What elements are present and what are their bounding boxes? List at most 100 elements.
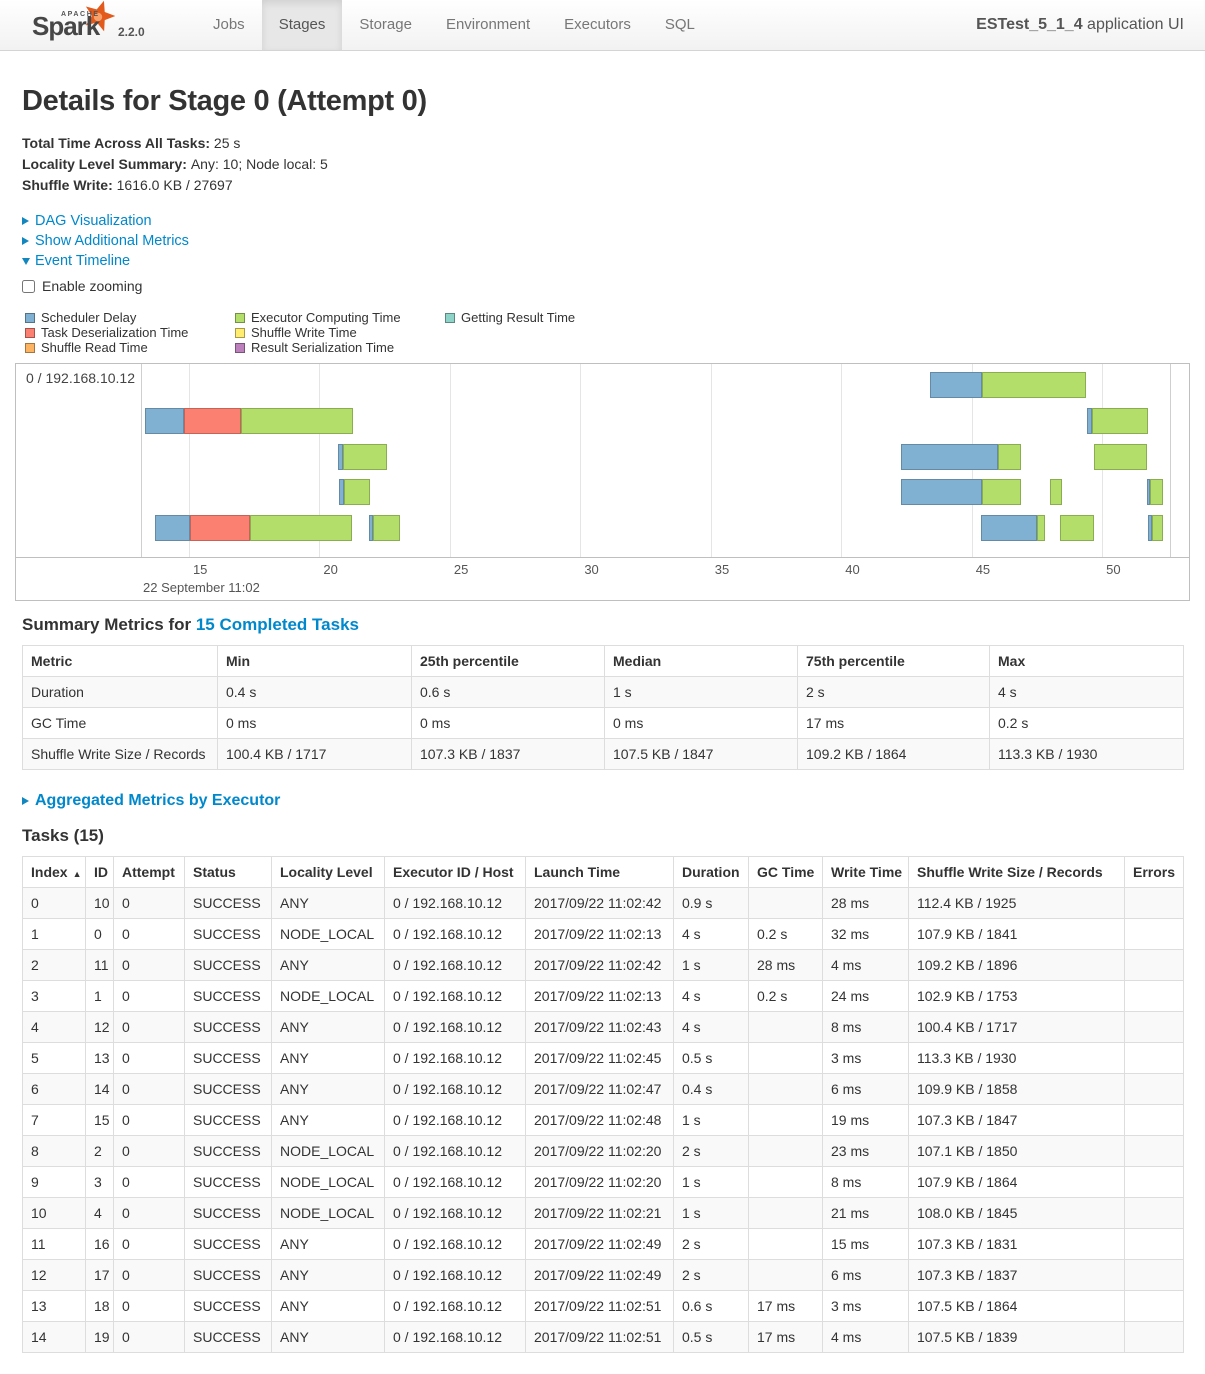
toggle-dag-visualization[interactable]: DAG Visualization	[22, 211, 1183, 231]
column-header-shuffle-write-size-records[interactable]: Shuffle Write Size / Records	[908, 856, 1125, 888]
summary-item-total-time-across-all-tasks: Total Time Across All Tasks: 25 s	[22, 135, 241, 151]
cell: 0 / 192.168.10.12	[384, 1042, 526, 1074]
cell: 1 s	[673, 949, 749, 981]
cell: 0 / 192.168.10.12	[384, 1197, 526, 1229]
cell: 4 s	[673, 980, 749, 1012]
toggle-link-dag-visualization[interactable]: DAG Visualization	[35, 213, 152, 229]
timeline-task-bar[interactable]	[901, 444, 1022, 470]
cell: 8	[22, 1135, 86, 1167]
nav-tab-storage[interactable]: Storage	[359, 16, 412, 33]
timeline-gridline	[710, 364, 712, 557]
toggle-show-additional-metrics[interactable]: Show Additional Metrics	[22, 231, 1183, 251]
column-header-min[interactable]: Min	[217, 645, 412, 677]
timeline-task-bar[interactable]	[1147, 515, 1164, 541]
legend-item-task-deserialization-time: Task Deserialization Time	[25, 325, 235, 340]
cell: 28 ms	[822, 887, 909, 919]
cell: 1	[85, 980, 114, 1012]
timeline-task-bar[interactable]	[901, 479, 1022, 505]
column-header-status[interactable]: Status	[184, 856, 272, 888]
cell: 5	[22, 1042, 86, 1074]
cell: 11	[85, 949, 114, 981]
timeline-task-bar[interactable]	[155, 515, 352, 541]
column-header-metric[interactable]: Metric	[22, 645, 218, 677]
cell: SUCCESS	[184, 1228, 272, 1260]
toggle-event-timeline[interactable]: Event Timeline	[22, 251, 1183, 271]
column-header-max[interactable]: Max	[989, 645, 1184, 677]
legend-swatch-task-deserialization-time	[25, 327, 35, 338]
timeline-task-bar[interactable]	[1146, 479, 1164, 505]
column-header-launch-time[interactable]: Launch Time	[525, 856, 674, 888]
cell: 4 s	[989, 676, 1184, 708]
column-header-index[interactable]: Index ▲	[22, 856, 86, 888]
event-timeline-chart[interactable]: 0 / 192.168.10.12 15 20 25 30 35 40 45 50 22 Se…	[15, 363, 1190, 601]
timeline-task-bar[interactable]	[1094, 444, 1147, 470]
cell: 4	[85, 1197, 114, 1229]
column-header-25th-percentile[interactable]: 25th percentile	[411, 645, 605, 677]
cell: ANY	[271, 1321, 385, 1353]
cell: 3 ms	[822, 1290, 909, 1322]
cell: 6	[22, 1073, 86, 1105]
cell: ANY	[271, 1011, 385, 1043]
enable-zooming-checkbox[interactable]	[22, 279, 35, 293]
cell: 2017/09/22 11:02:51	[525, 1321, 674, 1353]
cell: SUCCESS	[184, 1104, 272, 1136]
cell: 0 / 192.168.10.12	[384, 980, 526, 1012]
timeline-task-bar[interactable]	[337, 444, 388, 470]
cell: SUCCESS	[184, 980, 272, 1012]
cell: 10	[22, 1197, 86, 1229]
cell	[1124, 1073, 1184, 1105]
cell: 0	[113, 949, 185, 981]
timeline-task-bar[interactable]	[980, 515, 1045, 541]
aggregated-metrics-link[interactable]: Aggregated Metrics by Executor	[35, 792, 281, 809]
nav-tab-stages[interactable]: Stages	[261, 0, 343, 50]
cell: SUCCESS	[184, 1042, 272, 1074]
column-header-id[interactable]: ID	[85, 856, 114, 888]
cell: 0 / 192.168.10.12	[384, 1321, 526, 1353]
cell: ANY	[271, 1259, 385, 1291]
cell: 0 / 192.168.10.12	[384, 1135, 526, 1167]
column-header-write-time[interactable]: Write Time	[822, 856, 909, 888]
navbar: APACHE Spark 2.2.0 Jobs Stages Storage Envi…	[0, 0, 1205, 51]
timeline-task-bar[interactable]	[144, 408, 354, 434]
nav-tab-executors[interactable]: Executors	[564, 16, 631, 33]
cell: 8 ms	[822, 1166, 909, 1198]
column-header-attempt[interactable]: Attempt	[113, 856, 185, 888]
nav-tab-environment[interactable]: Environment	[445, 16, 531, 33]
timeline-axis-line	[16, 557, 1189, 558]
toggle-link-show-additional-metrics[interactable]: Show Additional Metrics	[35, 233, 189, 249]
cell: 0	[113, 1228, 185, 1260]
column-header-median[interactable]: Median	[604, 645, 798, 677]
table-row: 5 13 0 SUCCESS ANY 0 / 192.168.10.12 2017/09/2…	[22, 1042, 1184, 1074]
cell: 9	[22, 1166, 86, 1198]
cell: 107.1 KB / 1850	[908, 1135, 1125, 1167]
spark-logo[interactable]: APACHE Spark 2.2.0	[24, 0, 182, 50]
cell: 14	[85, 1073, 114, 1105]
toggle-link-event-timeline[interactable]: Event Timeline	[35, 253, 131, 269]
cell: 0.5 s	[673, 1042, 749, 1074]
nav-tab-jobs[interactable]: Jobs	[213, 16, 245, 33]
aggregated-metrics-toggle[interactable]: Aggregated Metrics by Executor	[22, 792, 1183, 810]
timeline-task-bar[interactable]	[1086, 408, 1148, 434]
timeline-task-bar[interactable]	[929, 372, 1087, 398]
cell: 8 ms	[822, 1011, 909, 1043]
completed-tasks-link[interactable]: 15 Completed Tasks	[195, 615, 359, 634]
cell: 17 ms	[748, 1290, 823, 1322]
column-header-executor-id-host[interactable]: Executor ID / Host	[384, 856, 526, 888]
column-header-locality-level[interactable]: Locality Level	[271, 856, 385, 888]
timeline-task-bar[interactable]	[1060, 515, 1095, 541]
cell: 15 ms	[822, 1228, 909, 1260]
cell: 3	[22, 980, 86, 1012]
column-header-75th-percentile[interactable]: 75th percentile	[797, 645, 990, 677]
column-header-gc-time[interactable]: GC Time	[748, 856, 823, 888]
cell: 2 s	[797, 676, 990, 708]
timeline-task-bar[interactable]	[368, 515, 401, 541]
timeline-task-bar[interactable]	[1049, 479, 1062, 505]
cell: 100.4 KB / 1717	[217, 738, 412, 770]
column-header-errors[interactable]: Errors	[1124, 856, 1184, 888]
column-header-duration[interactable]: Duration	[673, 856, 749, 888]
cell: 1 s	[604, 676, 798, 708]
nav-tab-sql[interactable]: SQL	[664, 16, 695, 33]
legend-column: Executor Computing Time Shuffle Write Tim…	[235, 310, 445, 355]
cell: 2	[22, 949, 86, 981]
timeline-task-bar[interactable]	[338, 479, 371, 505]
